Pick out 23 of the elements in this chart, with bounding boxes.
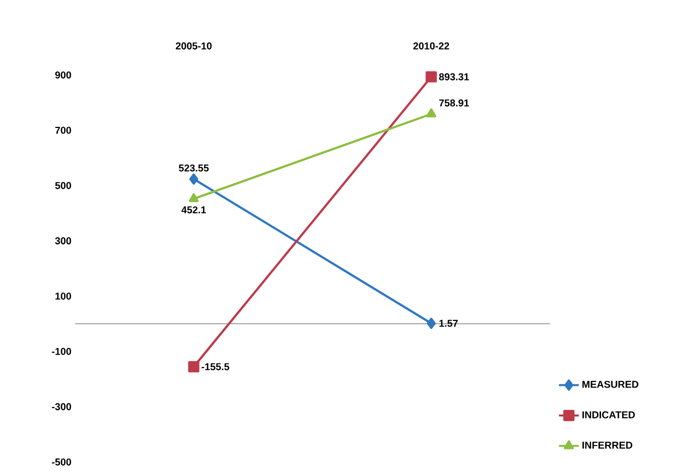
- data-label: 758.91: [439, 99, 469, 106]
- y-tick-label: -500: [52, 458, 72, 466]
- y-tick-label: -100: [52, 348, 72, 355]
- point: [426, 71, 437, 82]
- y-tick-label: 500: [55, 182, 72, 190]
- legend-label: MEASURED: [582, 380, 638, 388]
- y-tick-label: 700: [55, 126, 72, 134]
- data-label: 1.57: [439, 320, 458, 327]
- data-label: -155.5: [202, 363, 230, 370]
- legend-label: INFERRED: [582, 442, 632, 449]
- x-tick-label: 2005-10: [176, 42, 212, 50]
- data-label: 452.1: [181, 206, 206, 214]
- point: [189, 173, 198, 185]
- data-label: 523.55: [178, 164, 209, 172]
- point: [426, 318, 436, 329]
- legend-label: INDICATED: [582, 411, 635, 418]
- point: [188, 361, 200, 372]
- y-tick-label: -300: [52, 403, 72, 410]
- data-label: 893.31: [439, 73, 469, 80]
- x-tick-label: 2010-22: [413, 42, 450, 50]
- y-tick-label: 100: [55, 292, 72, 300]
- y-tick-label: 900: [55, 71, 72, 79]
- y-tick-label: 300: [55, 237, 72, 244]
